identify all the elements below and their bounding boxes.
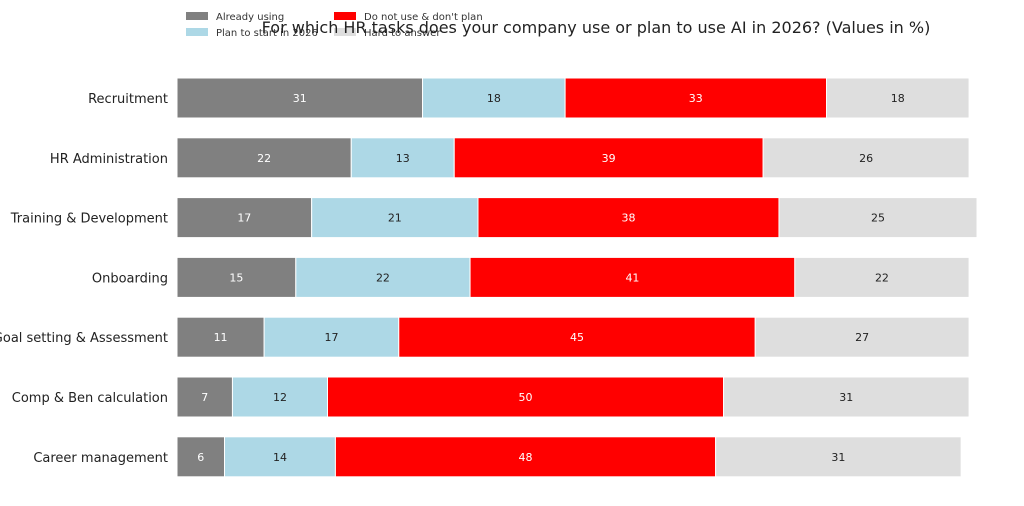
data-label: 41 [625, 271, 639, 284]
data-label: 38 [621, 212, 635, 225]
legend-swatch [186, 28, 208, 36]
data-label: 21 [388, 212, 402, 225]
category-label: Comp & Ben calculation [12, 391, 168, 406]
legend-label: Plan to start in 2026 [216, 28, 318, 39]
legend-swatch [334, 12, 356, 20]
bar-segment [826, 77, 970, 119]
bar-segment [334, 436, 717, 478]
data-label: 33 [689, 92, 703, 105]
bar-segment [326, 376, 725, 418]
legend-swatch [334, 28, 356, 36]
data-label: 22 [875, 271, 889, 284]
data-label: 22 [376, 271, 390, 284]
bar-segment [224, 436, 336, 478]
data-label: 45 [570, 331, 584, 344]
bar-segment [762, 137, 970, 179]
bar-segment [176, 376, 233, 418]
data-label: 13 [396, 152, 410, 165]
chart-title: For which HR tasks does your company use… [262, 18, 931, 37]
category-label: Onboarding [92, 271, 168, 286]
data-label: 15 [229, 271, 243, 284]
bar-segment [453, 137, 764, 179]
bar-segment [778, 197, 978, 239]
data-label: 12 [273, 391, 287, 404]
data-label: 17 [324, 331, 338, 344]
legend-label: Already using [216, 12, 284, 23]
bar-segment [176, 256, 297, 298]
bar-segment [176, 137, 352, 179]
data-label: 25 [871, 212, 885, 225]
bar-segment [263, 316, 400, 358]
bar-segment [794, 256, 970, 298]
data-label: 50 [519, 391, 533, 404]
bar-segment [564, 77, 828, 119]
data-label: 18 [891, 92, 905, 105]
category-label: HR Administration [50, 152, 168, 167]
data-label: 48 [519, 451, 533, 464]
legend: Already using Plan to start in 2026 Do not… [186, 12, 483, 39]
bar-segment [311, 197, 479, 239]
data-label: 22 [257, 152, 271, 165]
data-label: 31 [839, 391, 853, 404]
bar-segment [754, 316, 970, 358]
bar-segment [176, 316, 265, 358]
data-label: 14 [273, 451, 287, 464]
bar-segment [176, 436, 226, 478]
data-label: 7 [201, 391, 208, 404]
data-label: 27 [855, 331, 869, 344]
bar-segment [723, 376, 970, 418]
data-label: 31 [831, 451, 845, 464]
plot-area: Recruitment 31 18 33 18 HR Administration 22 13… [0, 77, 978, 478]
data-label: 18 [487, 92, 501, 105]
data-label: 11 [214, 331, 228, 344]
category-label: Training & Development [10, 212, 168, 227]
data-label: 31 [293, 92, 307, 105]
bar-segment [231, 376, 328, 418]
bar-segment [469, 256, 796, 298]
category-label: Goal setting & Assessment [0, 331, 168, 346]
data-label: 6 [197, 451, 204, 464]
bar-segment [295, 256, 471, 298]
bar-segment [715, 436, 962, 478]
category-label: Career management [33, 451, 168, 466]
data-label: 17 [237, 212, 251, 225]
legend-label: Do not use & don't plan [364, 12, 483, 23]
bar-segment [422, 77, 566, 119]
data-label: 26 [859, 152, 873, 165]
bar-segment [176, 77, 424, 119]
data-label: 39 [602, 152, 616, 165]
legend-swatch [186, 12, 208, 20]
bar-segment [350, 137, 455, 179]
legend-label: Hard to answer [364, 28, 441, 39]
category-label: Recruitment [88, 92, 168, 107]
